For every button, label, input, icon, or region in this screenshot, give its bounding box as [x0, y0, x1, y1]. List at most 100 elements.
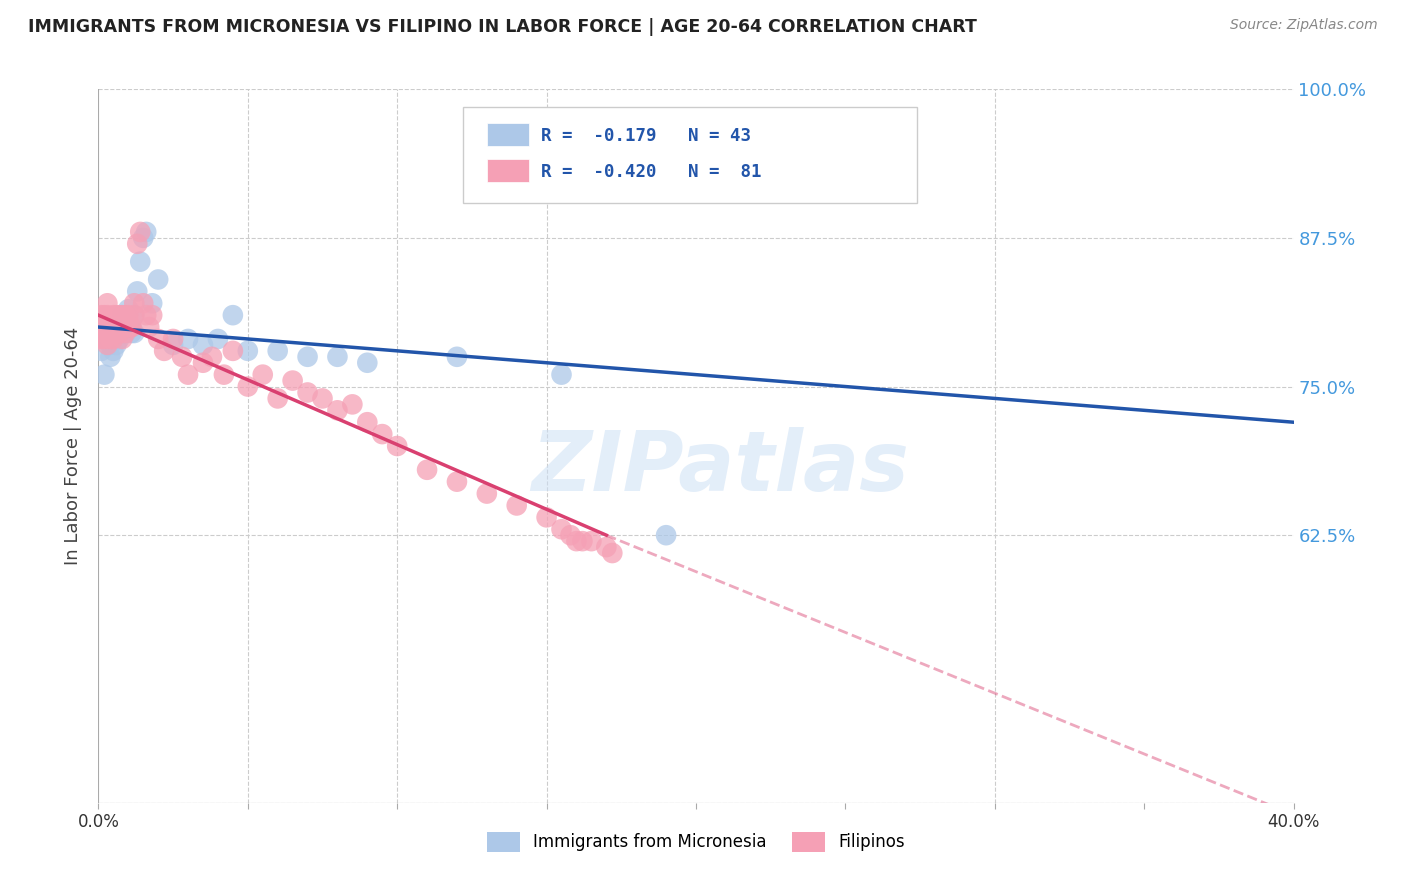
Point — [162, 338, 184, 352]
Point — [111, 320, 134, 334]
Text: R =  -0.420   N =  81: R = -0.420 N = 81 — [541, 162, 761, 181]
Point — [93, 308, 115, 322]
Point — [111, 320, 134, 334]
Point — [103, 343, 125, 358]
Point — [222, 343, 245, 358]
Point — [135, 225, 157, 239]
Point — [267, 392, 290, 406]
Point — [446, 475, 468, 489]
Legend: Immigrants from Micronesia, Filipinos: Immigrants from Micronesia, Filipinos — [479, 825, 912, 859]
Point — [655, 528, 678, 542]
Point — [108, 326, 131, 340]
Point — [103, 332, 125, 346]
Text: ZIPatlas: ZIPatlas — [531, 427, 908, 508]
Point — [124, 308, 146, 322]
Point — [114, 320, 136, 334]
Point — [416, 463, 439, 477]
Point — [297, 385, 319, 400]
Point — [326, 350, 349, 364]
Point — [103, 320, 125, 334]
Point — [105, 320, 128, 334]
Point — [108, 320, 131, 334]
Point — [177, 332, 200, 346]
Point — [90, 308, 112, 322]
Point — [212, 368, 235, 382]
Point — [117, 308, 139, 322]
Point — [138, 320, 160, 334]
Point — [93, 368, 115, 382]
Point — [252, 368, 274, 382]
Point — [201, 350, 224, 364]
Point — [108, 320, 131, 334]
Point — [385, 439, 409, 453]
Point — [108, 308, 131, 322]
Point — [98, 326, 122, 340]
Point — [475, 486, 498, 500]
Point — [267, 343, 290, 358]
Point — [103, 314, 125, 328]
Point — [117, 320, 139, 334]
Point — [90, 320, 112, 334]
Point — [581, 534, 603, 549]
Point — [114, 308, 136, 322]
Point — [114, 314, 136, 328]
Point — [117, 320, 139, 334]
Point — [105, 338, 128, 352]
Point — [132, 231, 155, 245]
Point — [565, 534, 588, 549]
Point — [311, 392, 333, 406]
Point — [124, 326, 146, 340]
Point — [93, 320, 115, 334]
Point — [114, 326, 136, 340]
Point — [536, 510, 558, 524]
Point — [111, 326, 134, 340]
Point — [96, 308, 118, 322]
Point — [103, 332, 125, 346]
Point — [103, 308, 125, 322]
FancyBboxPatch shape — [463, 107, 917, 203]
Point — [236, 343, 259, 358]
Point — [207, 332, 229, 346]
Point — [446, 350, 468, 364]
Point — [356, 356, 378, 370]
Point — [111, 308, 134, 322]
Point — [111, 320, 134, 334]
Point — [120, 320, 142, 334]
Point — [120, 320, 142, 334]
Point — [90, 332, 112, 346]
Point — [103, 326, 125, 340]
Bar — [486, 123, 529, 146]
Point — [560, 528, 582, 542]
Point — [90, 343, 112, 358]
Point — [236, 379, 259, 393]
Point — [153, 343, 176, 358]
Point — [127, 285, 149, 299]
Text: IMMIGRANTS FROM MICRONESIA VS FILIPINO IN LABOR FORCE | AGE 20-64 CORRELATION CH: IMMIGRANTS FROM MICRONESIA VS FILIPINO I… — [28, 18, 977, 36]
Point — [98, 314, 122, 328]
Point — [124, 308, 146, 322]
Point — [120, 320, 142, 334]
Point — [148, 332, 170, 346]
Point — [117, 302, 139, 317]
Point — [129, 254, 152, 268]
Point — [96, 320, 118, 334]
Point — [172, 350, 194, 364]
Point — [602, 546, 624, 560]
Point — [148, 272, 170, 286]
Point — [120, 326, 142, 340]
Point — [222, 308, 245, 322]
Point — [127, 236, 149, 251]
Point — [93, 332, 115, 346]
Point — [571, 534, 593, 549]
Point — [96, 338, 118, 352]
Point — [105, 320, 128, 334]
Point — [93, 326, 115, 340]
Point — [105, 326, 128, 340]
Point — [108, 332, 131, 346]
Point — [105, 308, 128, 322]
Point — [114, 326, 136, 340]
Point — [342, 397, 364, 411]
Point — [108, 320, 131, 334]
Point — [191, 356, 214, 370]
Point — [98, 332, 122, 346]
